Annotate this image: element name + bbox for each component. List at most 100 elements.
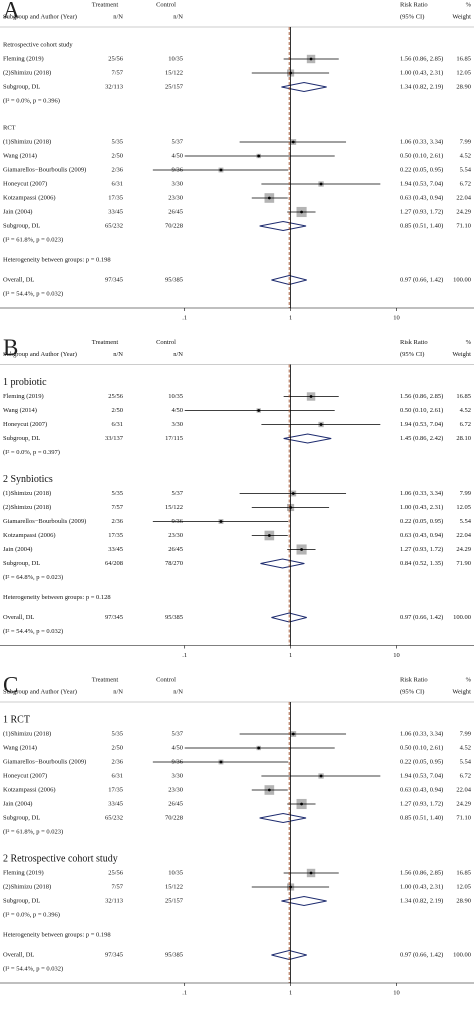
study-label: (2)Shimizu (2018) [3,69,51,76]
treatment-count: 65/232 [105,814,123,821]
point-estimate [309,395,313,398]
control-count: 15/122 [165,504,183,511]
heterogeneity-label: (I² = 0.0%, p = 0.396) [3,911,60,918]
group-title: 1 RCT [3,714,30,725]
control-count: 4/50 [171,407,183,414]
study-label: Jain (2004) [3,800,32,807]
header: n/N [113,351,123,358]
heterogeneity-label: (I² = 54.4%, p = 0.032) [3,290,63,297]
header: % [466,1,472,8]
heterogeneity-label: (I² = 61.8%, p = 0.023) [3,828,63,835]
ci-label: 0.22 (0.05, 0.95) [400,166,443,173]
header: n/N [173,351,183,358]
ci-label: 1.27 (0.93, 1.72) [400,800,443,807]
ci-label: 1.94 (0.53, 7.04) [400,180,443,187]
treatment-count: 33/45 [108,800,123,807]
heterogeneity-label: (I² = 64.8%, p = 0.023) [3,574,63,581]
control-count: 4/50 [171,744,183,751]
treatment-count: 7/57 [111,883,123,890]
treatment-count: 97/345 [105,276,123,283]
weight-label: 6.72 [460,421,471,428]
treatment-count: 2/50 [111,152,123,159]
forest-panel: C Treatment Control Risk Ratio % Subgroup and… [0,672,474,996]
weight-label: 6.72 [460,772,471,779]
ci-label: 1.27 (0.93, 1.72) [400,208,443,215]
header: (95% CI) [400,351,424,358]
weight-label: 7.99 [460,730,471,737]
between-heterogeneity: Heterogeneity between groups: p = 0.198 [3,256,111,263]
control-count: 70/228 [165,222,183,229]
treatment-count: 33/137 [105,435,124,442]
weight-label: 100.00 [453,614,471,621]
weight-label: 7.99 [460,490,471,497]
header: % [466,676,472,683]
pooled-diamond [281,895,327,907]
ci-label: 1.45 (0.86, 2.42) [400,435,443,442]
weight-label: 4.52 [460,744,471,751]
control-count: 10/35 [168,393,183,400]
header: Subgroup and Author (Year) [3,688,77,695]
weight-label: 5.54 [460,518,472,525]
weight-label: 4.52 [460,407,471,414]
x-tick-label: 10 [393,314,400,321]
treatment-count: 5/35 [111,138,123,145]
subtotal-label: Subgroup, DL [3,222,40,229]
panel-label: C [3,672,18,697]
x-tick-label: 10 [393,989,400,996]
x-tick-label: .1 [182,314,187,321]
ci-label: 1.06 (0.33, 3.34) [400,730,443,737]
control-count: 3/30 [171,772,183,779]
point-estimate [309,871,313,875]
treatment-count: 5/35 [111,730,123,737]
weight-label: 5.54 [460,758,472,765]
treatment-count: 25/56 [108,55,124,62]
control-count: 25/157 [165,83,184,90]
study-label: (1)Shimizu (2018) [3,490,51,497]
header: (95% CI) [400,13,424,20]
control-count: 5/37 [171,490,183,497]
subtotal-label: Subgroup, DL [3,560,40,567]
heterogeneity-label: (I² = 61.8%, p = 0.023) [3,236,63,243]
treatment-count: 2/50 [111,744,123,751]
treatment-count: 2/50 [111,407,123,414]
ci-label: 0.85 (0.51, 1.40) [400,222,443,229]
study-label: Wang (2014) [3,744,37,751]
heterogeneity-label: (I² = 54.4%, p = 0.032) [3,965,63,972]
point-estimate [300,548,303,551]
point-estimate [319,182,323,186]
pooled-diamond [259,812,307,824]
study-label: Jain (2004) [3,546,32,553]
weight-label: 12.05 [456,504,471,511]
point-estimate [257,154,261,158]
point-estimate [319,423,323,426]
header: Control [156,339,176,346]
control-count: 23/30 [168,532,183,539]
header: n/N [173,13,183,20]
control-count: 25/157 [165,897,184,904]
control-count: 3/30 [171,180,183,187]
weight-label: 71.10 [456,814,471,821]
control-count: 4/50 [171,152,183,159]
weight-label: 7.99 [460,138,471,145]
ci-label: 1.06 (0.33, 3.34) [400,138,443,145]
treatment-count: 6/31 [111,772,123,779]
treatment-count: 17/35 [108,532,123,539]
ci-label: 0.85 (0.51, 1.40) [400,814,443,821]
panel-label: B [3,335,18,360]
treatment-count: 33/45 [108,208,123,215]
weight-label: 28.10 [456,435,471,442]
ci-label: 1.34 (0.82, 2.19) [400,83,443,90]
control-count: 23/30 [168,786,183,793]
study-label: Kotzampassi (2006) [3,194,56,201]
header: Risk Ratio [400,676,428,683]
point-estimate [219,520,223,523]
control-count: 15/122 [165,883,183,890]
subtotal-label: Subgroup, DL [3,897,40,904]
weight-label: 28.90 [456,897,471,904]
header: Weight [452,13,471,20]
group-title: 2 Synbiotics [3,474,53,485]
group-title: 2 Retrospective cohort study [3,853,118,864]
point-estimate [219,168,223,172]
forest-panel: A Treatment Control Risk Ratio % Subgroup and… [0,0,474,321]
